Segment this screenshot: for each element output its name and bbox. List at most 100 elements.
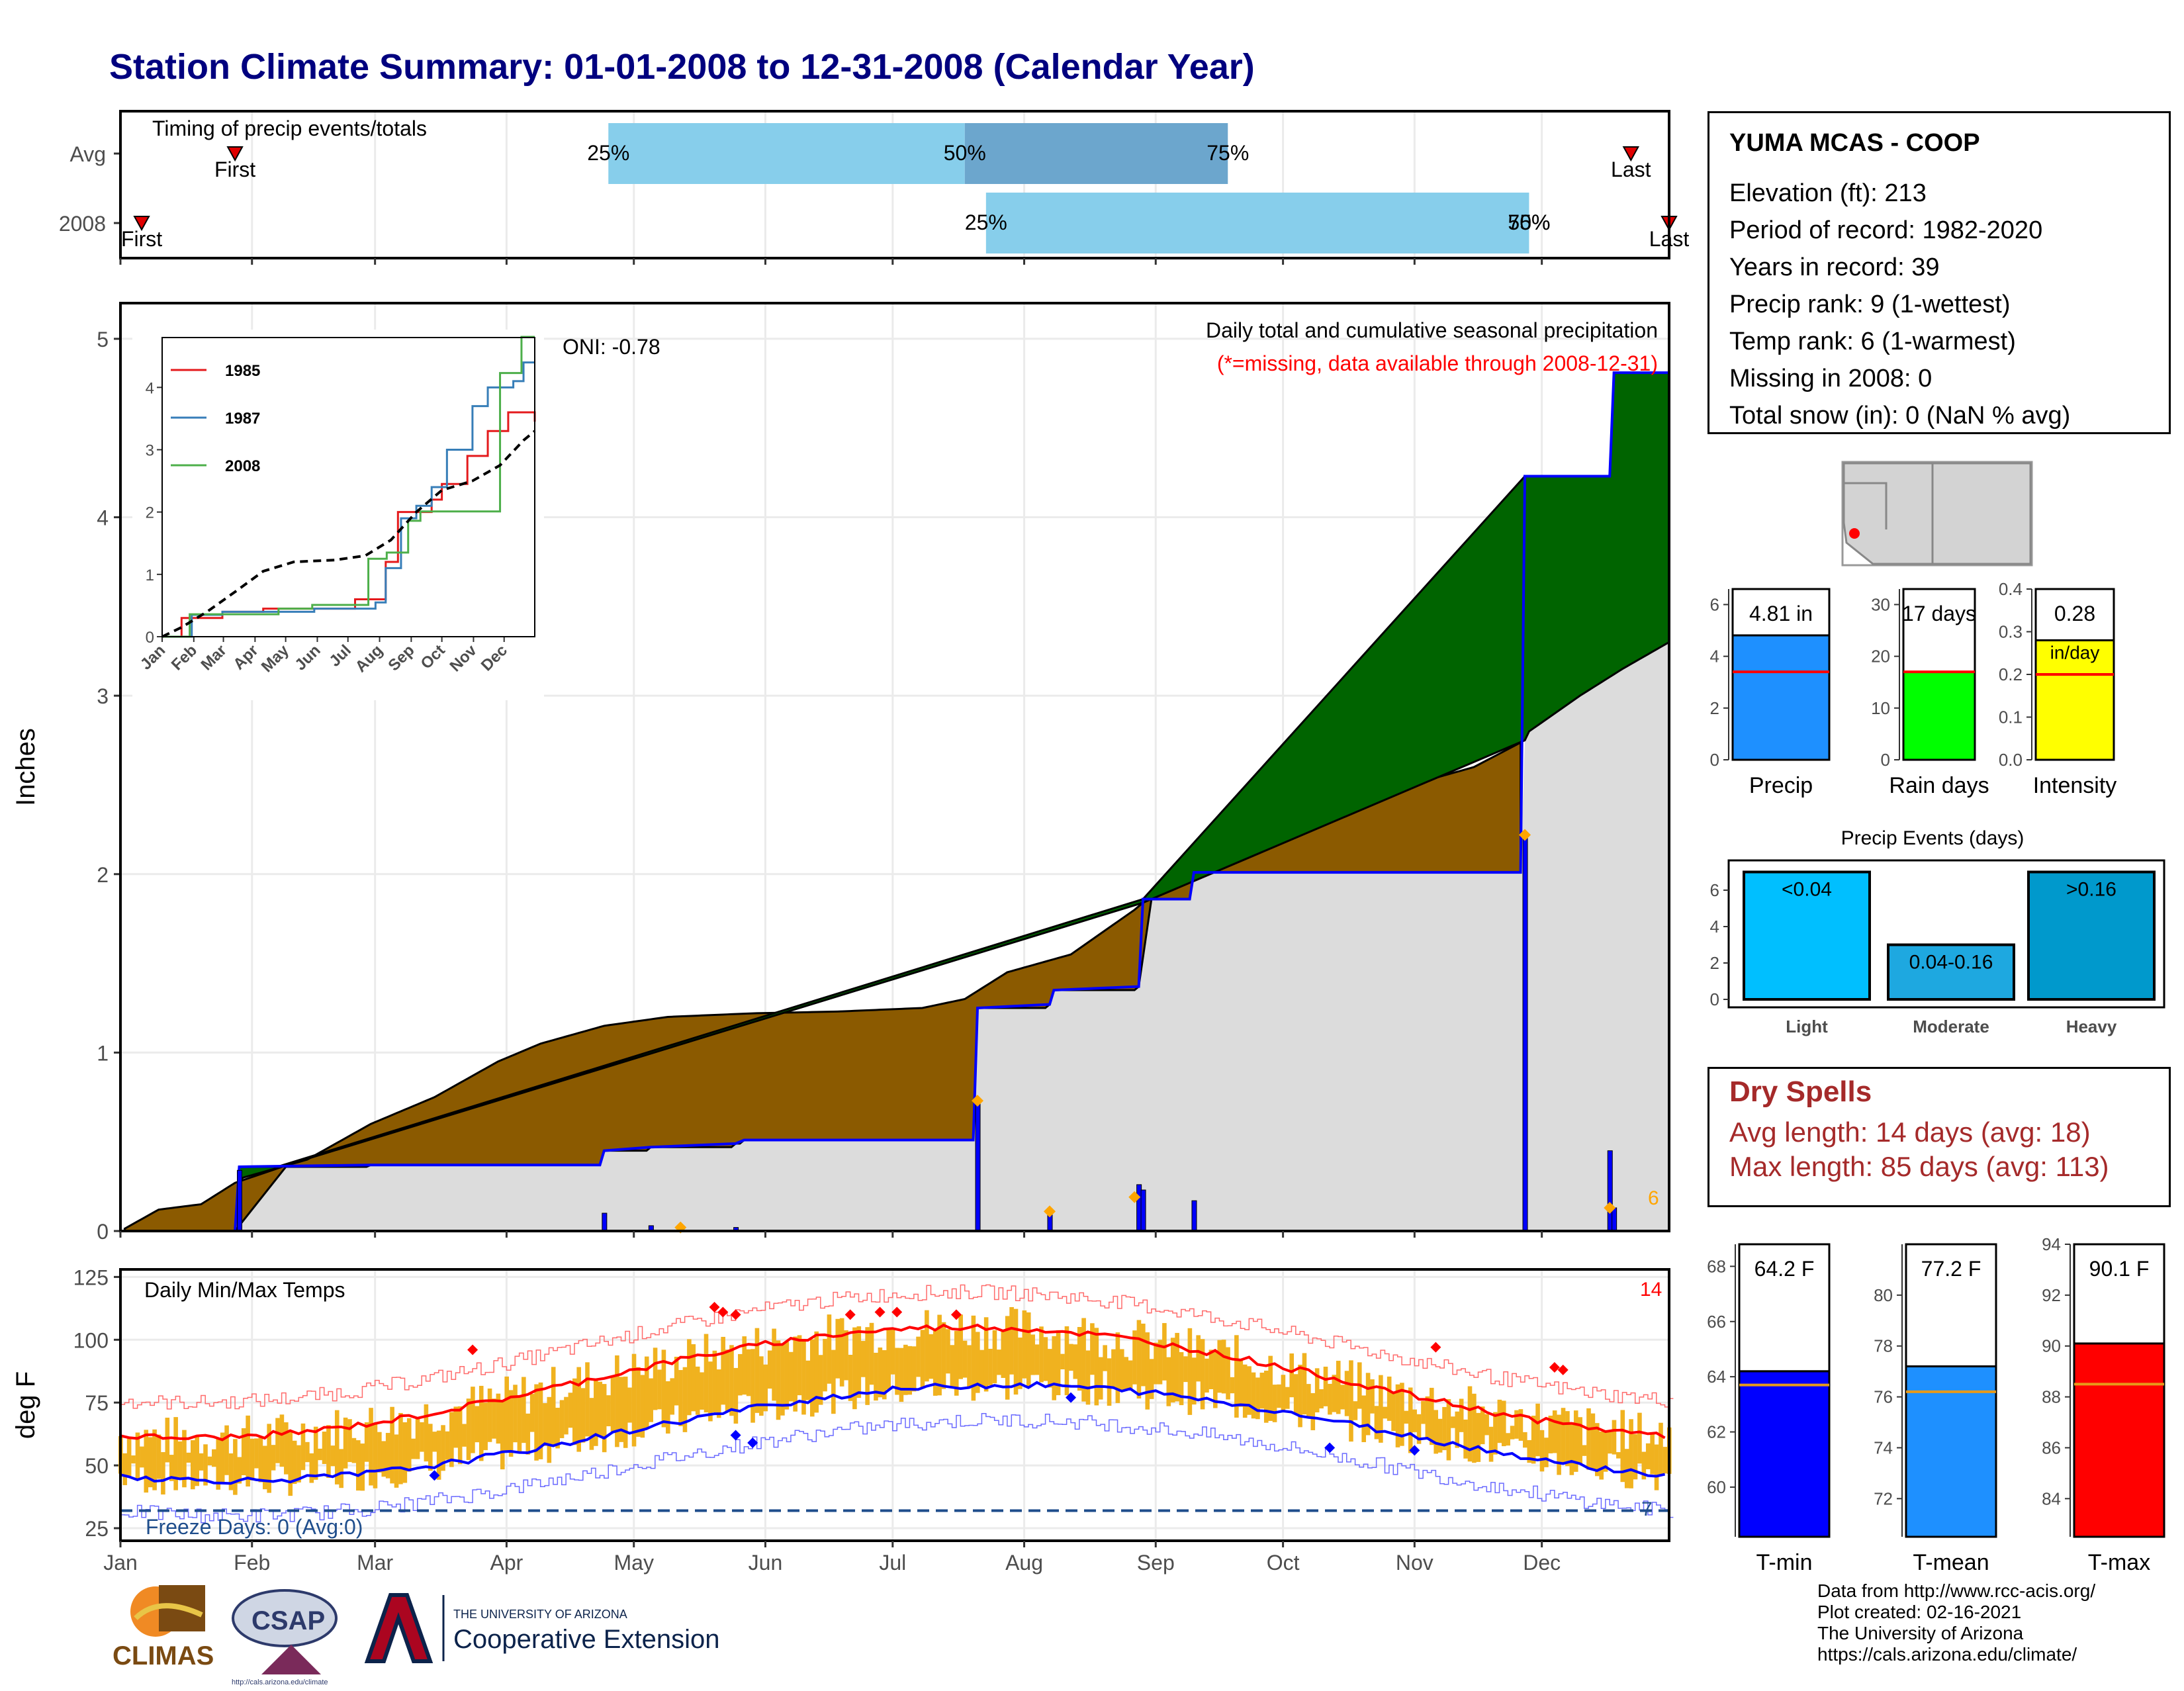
summary-0-category-label: Precip <box>1749 773 1813 798</box>
temps-daily-range-bar <box>589 1398 594 1450</box>
temps-daily-range-bar <box>1179 1351 1184 1406</box>
summary-1-label-box <box>1902 588 1976 673</box>
temps-daily-range-bar <box>742 1336 747 1395</box>
temps-daily-range-bar <box>1098 1357 1103 1400</box>
station-missing: Missing in 2008: 0 <box>1729 365 1933 392</box>
temps-y-tick-label: 100 <box>73 1328 109 1352</box>
temps-daily-range-bar <box>1472 1393 1477 1463</box>
temps-daily-range-bar <box>874 1352 878 1401</box>
temps-normal-min-line <box>120 1381 1666 1485</box>
temps-daily-range-bar <box>169 1455 174 1481</box>
temps-daily-range-bar <box>1383 1406 1388 1419</box>
temps-record-low-mark <box>747 1437 758 1448</box>
station-location-dot <box>1849 528 1860 539</box>
temps-daily-range-bar <box>1247 1366 1251 1415</box>
temps-daily-range-bar <box>619 1377 624 1442</box>
temps-daily-range-bar <box>772 1328 776 1401</box>
temps-daily-range-bar <box>716 1369 721 1418</box>
temps-daily-range-bar <box>1323 1366 1328 1406</box>
temps-daily-range-bar <box>199 1453 204 1471</box>
temps-daily-range-bar <box>402 1422 408 1483</box>
temps-daily-range-bar <box>682 1367 688 1432</box>
temps-daily-range-bar <box>424 1404 429 1462</box>
temps-daily-range-bar <box>1497 1399 1502 1443</box>
temps-daily-range-bar <box>534 1384 539 1461</box>
temps-daily-range-bar <box>1514 1410 1519 1439</box>
temps-daily-range-bar <box>721 1336 725 1405</box>
temps-daily-range-bar <box>1124 1357 1128 1391</box>
month-label: May <box>614 1551 653 1575</box>
temps-daily-range-bar <box>186 1452 191 1463</box>
temps-daily-range-bar <box>878 1348 883 1398</box>
tbar-2-value-label: 90.1 F <box>2089 1257 2150 1281</box>
temps-daily-range-bar <box>525 1413 531 1455</box>
summary-1-value-label: 17 days <box>1902 602 1976 625</box>
temps-daily-range-bar <box>1332 1375 1337 1412</box>
temps-daily-range-bar <box>1506 1433 1510 1446</box>
temps-daily-range-bar <box>568 1393 573 1428</box>
temps-daily-range-bar <box>203 1444 208 1486</box>
summary-2-label-box <box>2034 588 2115 641</box>
temps-daily-range-bar <box>1595 1423 1600 1477</box>
temps-daily-range-bar <box>1217 1340 1222 1393</box>
temps-daily-range-bar <box>381 1441 387 1477</box>
events-category-label: Light <box>1786 1017 1828 1036</box>
map-land <box>1843 462 2032 565</box>
temps-daily-range-bar <box>1111 1349 1116 1387</box>
avg-last-marker <box>1622 146 1639 162</box>
temps-daily-range-bar <box>1081 1318 1086 1402</box>
temps-daily-range-bar <box>691 1344 696 1412</box>
temps-daily-range-bar <box>496 1393 501 1444</box>
temps-daily-range-bar <box>364 1422 369 1462</box>
month-axis: Jan Feb Mar Apr May Jun Jul Aug Sep Oct Nov Dec <box>103 1541 1561 1575</box>
temps-daily-range-bar <box>173 1417 178 1490</box>
station-name: YUMA MCAS - COOP <box>1729 129 1980 157</box>
temps-daily-range-bar <box>823 1338 827 1392</box>
temps-daily-range-bar <box>1039 1326 1044 1383</box>
temps-record-high-mark <box>717 1306 729 1318</box>
temps-daily-range-bar <box>165 1418 170 1463</box>
year-first-marker <box>133 216 150 232</box>
timing-row-label: Avg <box>69 142 106 166</box>
temps-record-high-mark <box>467 1344 478 1355</box>
temps-panel: 25 50 75 100 125 deg F Daily Min/Max Temps Free… <box>11 1265 1674 1542</box>
temps-daily-range-bar <box>1535 1403 1540 1457</box>
dry-spells-title: Dry Spells <box>1729 1075 1872 1108</box>
temps-daily-range-bar <box>135 1432 140 1481</box>
precip-frame <box>119 302 1670 1232</box>
temps-daily-range-bar <box>1387 1376 1392 1421</box>
events-bar <box>1887 943 2015 1001</box>
precip-daily-bar <box>1047 1214 1053 1232</box>
summary-1-category-label: Rain days <box>1889 773 1989 798</box>
summary-2-value-label: 0.28 <box>2054 602 2095 625</box>
temps-daily-range-bar <box>1205 1358 1209 1393</box>
temps-daily-range-bar <box>300 1423 306 1471</box>
temps-daily-range-bar <box>1344 1371 1349 1416</box>
temps-daily-range-bar <box>1310 1393 1316 1430</box>
temps-daily-range-bar <box>339 1449 343 1488</box>
precip-y-axis-label: Inches <box>11 728 40 806</box>
summary-1-y-tick-label: 10 <box>1871 698 1890 718</box>
temps-daily-range-bar <box>899 1348 904 1402</box>
year-p50-label: 50% <box>1508 210 1550 234</box>
temps-daily-range-bar <box>1379 1375 1383 1443</box>
temps-daily-range-bar <box>1094 1328 1099 1406</box>
temps-daily-range-bar <box>351 1438 357 1463</box>
temps-daily-range-bar <box>1365 1373 1371 1436</box>
avg-p75-label: 75% <box>1206 141 1249 165</box>
temps-daily-range-bar <box>360 1443 365 1491</box>
temps-y-tick-label: 75 <box>85 1391 109 1415</box>
temps-daily-range-bar <box>559 1400 565 1438</box>
month-label: Apr <box>490 1551 523 1575</box>
temps-daily-range-bar <box>751 1349 755 1423</box>
temps-daily-range-bar <box>284 1422 289 1475</box>
temps-daily-range-bar <box>1484 1414 1489 1436</box>
temps-daily-range-bar <box>313 1426 318 1480</box>
tbar-1-value-bar <box>1905 1365 1997 1538</box>
temps-daily-range-bar <box>487 1388 492 1442</box>
climas-text: CLIMAS <box>113 1641 214 1670</box>
precip-daily-bar <box>602 1212 608 1232</box>
precip-y-tick-label: 0 <box>97 1220 109 1244</box>
temps-daily-range-bar <box>1361 1395 1367 1442</box>
